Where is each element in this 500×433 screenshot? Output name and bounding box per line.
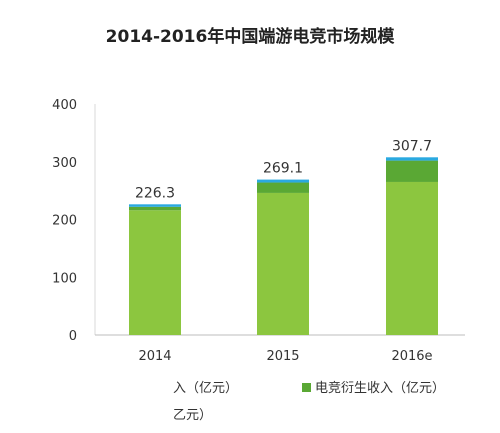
bar-segment (257, 179, 309, 183)
x-tick-label: 2016e (391, 349, 432, 364)
bar-segment (257, 182, 309, 193)
bar-total-label: 269.1 (263, 161, 303, 177)
bar-segment (386, 157, 438, 161)
bar-total-label: 307.7 (392, 138, 432, 154)
x-tick-label: 2014 (138, 349, 171, 364)
chart-title: 2014-2016年中国端游电竞市场规模 (105, 27, 395, 47)
bar-segment (129, 204, 181, 207)
legend-entry-label: 电竞衍生收入（亿元） (315, 380, 445, 396)
bar-segment (386, 160, 438, 182)
bar-segment (129, 206, 181, 211)
y-tick-label: 400 (52, 98, 77, 113)
bar-segment (129, 210, 181, 335)
y-tick-label: 0 (69, 329, 77, 344)
legend-swatch (302, 383, 311, 392)
legend-entry-label: 入（亿元） (173, 381, 238, 396)
bar-total-label: 226.3 (135, 185, 175, 201)
y-tick-label: 100 (52, 271, 77, 286)
bar-segment (386, 181, 438, 335)
legend-entry-label: 乙元） (173, 408, 212, 423)
bar-segment (257, 192, 309, 335)
y-tick-label: 300 (52, 156, 77, 171)
y-tick-label: 200 (52, 214, 77, 229)
x-tick-label: 2015 (266, 349, 299, 364)
